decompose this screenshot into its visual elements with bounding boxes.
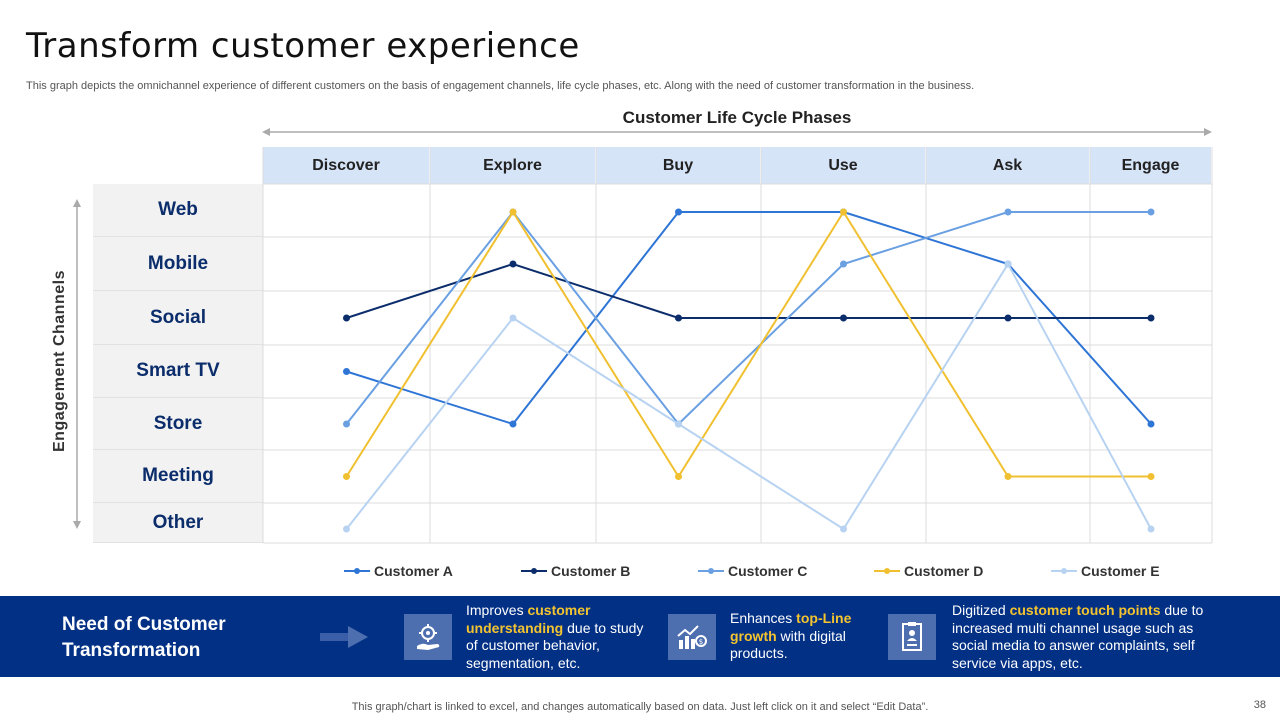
point-customer-b-buy [675,314,682,322]
point-customer-d-ask [1004,473,1012,480]
band-item-3-post: due to increased multi channel usage suc… [952,602,1204,671]
row-label-other: Other [93,503,263,543]
point-customer-c-discover [343,420,350,428]
legend-label: Customer C [728,563,808,579]
series-customer-d [343,208,1155,480]
legend-item-customer-c: Customer C [698,563,807,579]
band-item-2-pre: Enhances [730,610,797,626]
point-customer-c-ask [1004,208,1012,216]
legend-label: Customer E [1081,563,1160,579]
chart-legend: Customer A Customer B Customer C Customer D… [340,563,1220,583]
point-customer-e-use [840,525,847,533]
legend-item-customer-b: Customer B [521,563,630,579]
legend-swatch [521,568,547,574]
band-title-line1: Need of Customer [62,614,226,635]
band-item-2-post: with digital products. [730,627,846,662]
point-customer-d-use [840,208,847,216]
row-label-meeting: Meeting [93,450,263,503]
series-customer-b [343,260,1155,322]
point-customer-e-explore [509,314,517,322]
legend-label: Customer B [551,563,631,579]
point-customer-a-buy [675,208,682,216]
right-arrow-icon [320,626,368,648]
column-header-buy: Buy [596,147,761,184]
point-customer-b-use [840,314,847,322]
band-item-2-highlight: top-Line growth [730,610,852,644]
legend-item-customer-a: Customer A [344,563,453,579]
series-line-customer-a [346,211,1152,426]
point-customer-e-ask [1004,260,1012,268]
row-label-social: Social [93,291,263,345]
point-customer-d-discover [343,473,350,480]
band-item-1-post: due to study of customer behavior, segme… [466,619,644,671]
legend-swatch [344,568,370,574]
footer-note: This graph/chart is linked to excel, and… [351,701,929,713]
transformation-band [0,596,1280,677]
row-label-smart-tv: Smart TV [93,345,263,398]
page-number: 38 [1253,699,1266,711]
page-subtitle: This graph depicts the omnichannel exper… [26,80,975,92]
y-axis-arrow [73,199,81,529]
column-header-engage: Engage [1090,147,1212,184]
point-customer-d-explore [509,208,517,216]
series-line-customer-b [346,262,1151,319]
legend-label: Customer A [374,563,453,579]
legend-item-customer-e: Customer E [1051,563,1160,579]
point-customer-e-buy [675,420,682,428]
point-customer-b-discover [343,314,350,322]
band-item-3-pre: Digitized [952,602,1010,618]
band-title-line2: Transformation [62,640,201,661]
band-item-1: Improves customer understanding due to s… [466,602,656,672]
point-customer-b-explore [509,260,517,268]
row-label-mobile: Mobile [93,237,263,291]
legend-label: Customer D [904,563,984,579]
id-badge-icon [888,614,936,660]
band-title: Need of Customer Transformation [62,612,302,664]
point-customer-c-engage [1147,208,1155,216]
x-axis-title: Customer Life Cycle Phases [622,108,852,127]
band-item-1-highlight: customer understanding [466,602,591,636]
column-header-ask: Ask [926,147,1090,184]
line-chart [262,147,1213,544]
point-customer-e-engage [1147,525,1155,533]
row-label-store: Store [93,398,263,450]
series-line-customer-e [345,262,1152,531]
chart-grid [262,147,1213,544]
x-axis-arrow [262,128,1212,136]
point-customer-a-discover [343,368,350,375]
growth-chart-icon: $ [668,614,716,660]
legend-swatch [874,568,900,574]
point-customer-b-ask [1004,314,1012,322]
point-customer-a-engage [1147,420,1155,428]
point-customer-e-discover [343,525,350,533]
band-item-2: Enhances top-Line growth with digital pr… [730,610,880,663]
band-item-3-highlight: customer touch points [1009,602,1161,618]
column-header-use: Use [761,147,926,184]
series-customer-e [343,260,1155,533]
page-title: Transform customer experience [26,26,580,66]
point-customer-d-buy [675,473,682,480]
row-label-web: Web [93,184,263,237]
legend-swatch [1051,568,1077,574]
point-customer-b-engage [1147,314,1155,322]
band-item-3: Digitized customer touch points due to i… [952,602,1227,672]
point-customer-c-use [840,260,847,268]
series-line-customer-d [345,210,1151,479]
legend-swatch [698,568,724,574]
point-customer-d-engage [1147,473,1155,480]
band-item-1-pre: Improves [466,602,528,618]
gear-hand-icon [404,614,452,660]
point-customer-a-explore [509,420,517,428]
svg-text:$: $ [699,638,703,646]
legend-item-customer-d: Customer D [874,563,983,579]
